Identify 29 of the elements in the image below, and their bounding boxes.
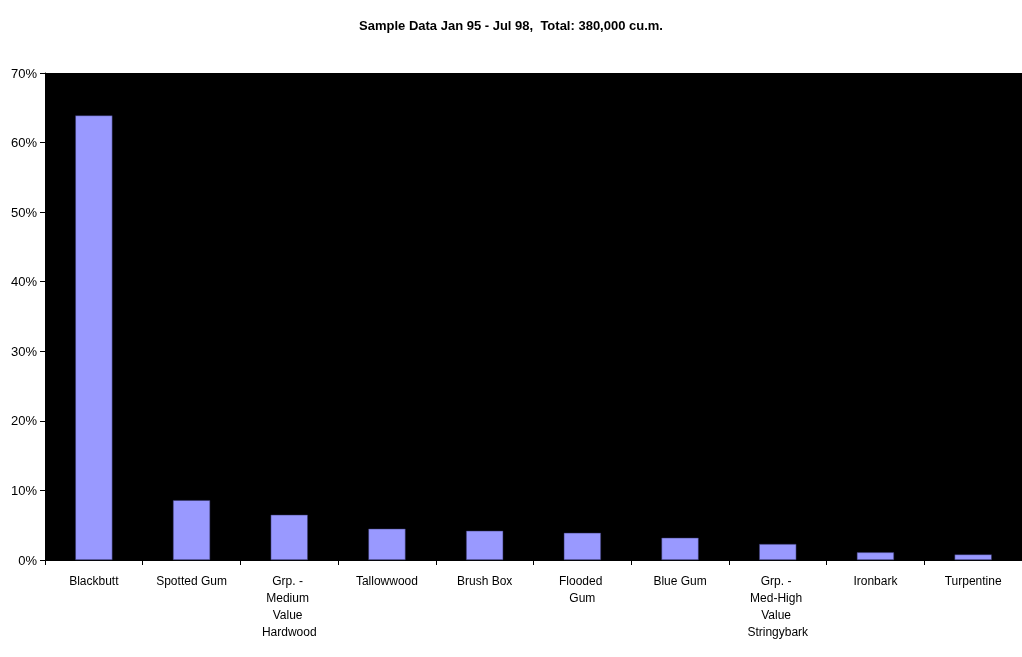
x-tick-label: Tallowwood	[355, 573, 418, 588]
y-tick-label: 30%	[10, 343, 38, 359]
bar	[172, 500, 211, 560]
y-tick-label: 50%	[10, 204, 38, 220]
bar	[954, 554, 992, 560]
x-tick-label: Blue Gum	[653, 573, 707, 588]
y-tick-label: 70%	[10, 65, 38, 81]
x-tick-label: Blackbutt	[69, 573, 120, 588]
bar	[466, 530, 504, 560]
x-tick-label: Flooded Gum	[559, 573, 606, 605]
bar	[759, 544, 797, 560]
y-tick-label: 0%	[18, 552, 38, 568]
y-tick-label: 40%	[10, 274, 38, 290]
bar	[75, 115, 113, 560]
x-tick-label: Spotted Gum	[156, 573, 227, 588]
y-tick-label: 60%	[10, 135, 38, 151]
bar	[856, 552, 895, 560]
y-tick-label: 10%	[10, 482, 38, 498]
y-tick-label: 20%	[10, 413, 38, 429]
bar	[661, 537, 699, 560]
bar	[563, 532, 601, 560]
x-tick-label: Grp. - Med-High Value Stringybark	[747, 573, 810, 639]
bar	[270, 514, 308, 560]
bar	[368, 528, 406, 560]
x-tick-label: Grp. - Medium Value Hardwood	[261, 573, 317, 639]
chart-title: Sample Data Jan 95 - Jul 98, Total: 380,000 cu.m.	[359, 18, 663, 33]
x-tick-label: Ironbark	[853, 573, 899, 588]
x-tick-label: Turpentine	[944, 573, 1002, 588]
x-tick-label: Brush Box	[456, 573, 513, 588]
